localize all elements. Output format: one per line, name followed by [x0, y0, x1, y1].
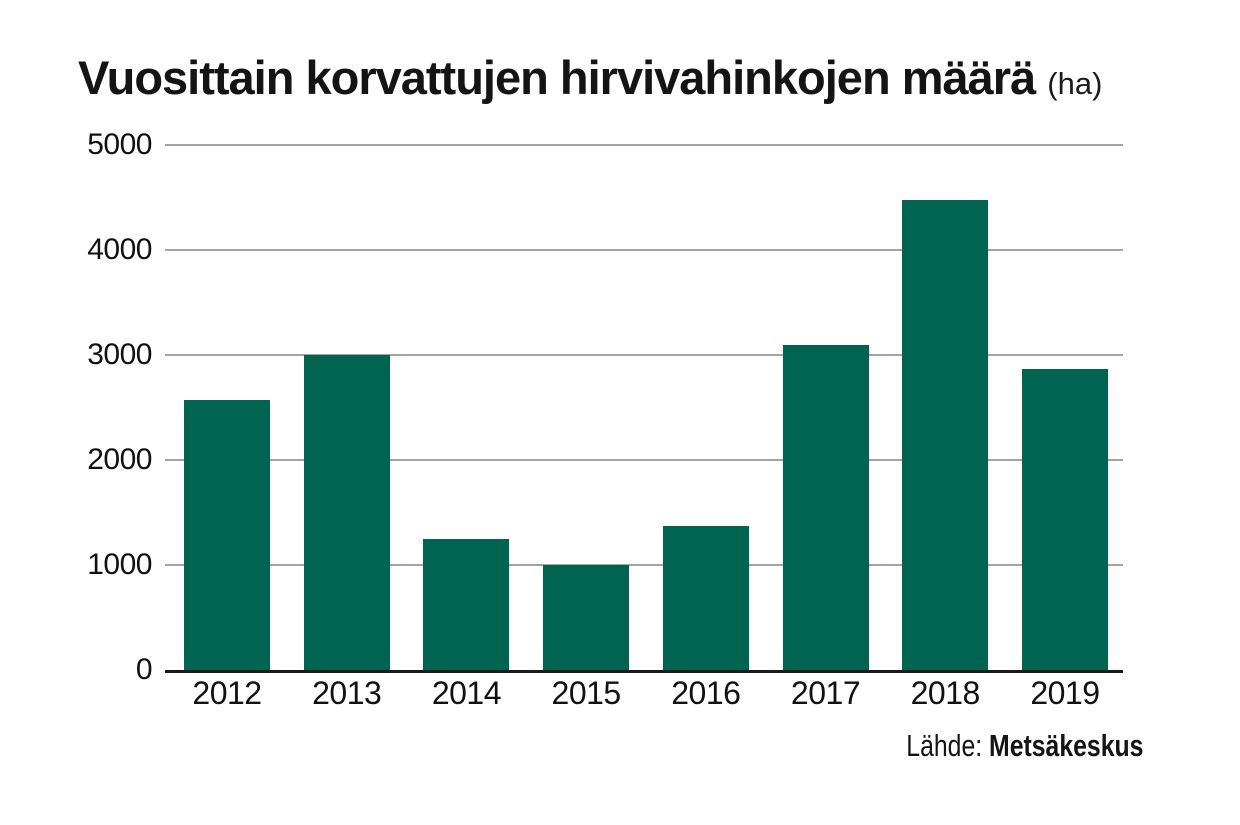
chart-title-unit: (ha): [1047, 66, 1103, 101]
bar-2012: [184, 400, 270, 670]
x-axis-label-2017: 2017: [790, 675, 861, 711]
bar-2015: [543, 565, 630, 670]
gridline-5000: [165, 144, 1123, 146]
bar-2017: [782, 344, 869, 670]
gridline-1000: [165, 564, 1123, 566]
x-axis-label-2019: 2019: [1030, 675, 1100, 711]
gridline-3000: [165, 354, 1123, 356]
x-axis-labels: 2012 2013 2014 2015 2016 2017 2018 2019: [165, 675, 1123, 712]
gridline-4000: [165, 249, 1123, 251]
x-axis-label-2018: 2018: [910, 675, 981, 711]
x-axis-label-2014: 2014: [431, 675, 502, 711]
gridline-2000: [165, 459, 1123, 461]
bars: [165, 145, 1123, 670]
chart-title-text: Vuosittain korvattujen hirvivahinkojen m…: [78, 51, 1036, 104]
x-axis-label-2015: 2015: [551, 675, 622, 711]
bar-2019: [1021, 368, 1108, 670]
y-axis-tick-label-2000: 2000: [87, 443, 152, 476]
x-axis-label-2012: 2012: [192, 675, 262, 711]
bar-2013: [303, 355, 390, 670]
y-axis-tick-label-5000: 5000: [87, 128, 152, 161]
y-axis-tick-label-3000: 3000: [87, 338, 152, 371]
source-value: Metsäkeskus: [988, 728, 1143, 763]
y-axis-tick-label-0: 0: [135, 653, 153, 686]
source-credit: Lähde: Metsäkeskus: [906, 728, 1143, 764]
x-axis-label-2013: 2013: [312, 675, 382, 711]
bar-2016: [662, 526, 749, 670]
x-axis-line: [165, 670, 1123, 673]
y-axis-tick-label-1000: 1000: [87, 548, 152, 581]
bar-2018: [902, 199, 989, 670]
plot-area: 0 1000 2000 3000 4000 5000 2012 2013 2014 2015 20…: [87, 130, 1123, 711]
bar-2014: [423, 538, 510, 670]
y-axis-tick-label-4000: 4000: [87, 233, 152, 266]
x-axis-label-2016: 2016: [671, 675, 741, 711]
source-label: Lähde:: [905, 728, 982, 763]
chart-title: Vuosittain korvattujen hirvivahinkojen m…: [78, 52, 1102, 104]
